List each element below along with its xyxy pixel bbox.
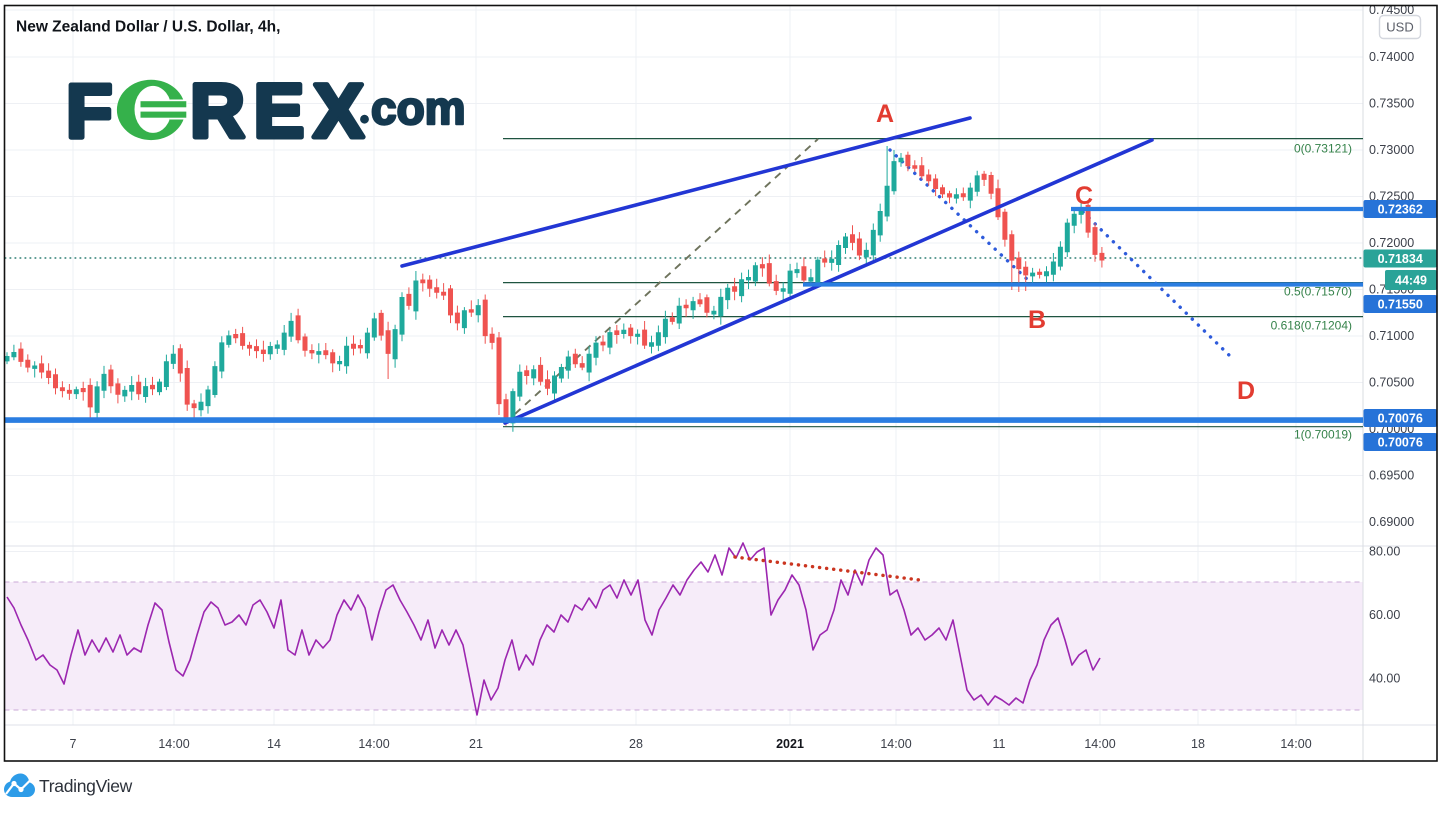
svg-text:1(0.70019): 1(0.70019)	[1294, 428, 1352, 442]
svg-text:40.00: 40.00	[1369, 672, 1400, 686]
svg-text:0.69000: 0.69000	[1369, 515, 1414, 529]
svg-text:D: D	[1237, 377, 1255, 405]
svg-text:14:00: 14:00	[1280, 737, 1311, 751]
svg-text:60.00: 60.00	[1369, 608, 1400, 622]
svg-text:0.72362: 0.72362	[1378, 202, 1423, 216]
svg-text:14: 14	[267, 737, 281, 751]
svg-text:0(0.73121): 0(0.73121)	[1294, 142, 1352, 156]
svg-text:B: B	[1028, 306, 1046, 334]
svg-text:0.5(0.71570): 0.5(0.71570)	[1284, 285, 1352, 299]
svg-text:0.618(0.71204): 0.618(0.71204)	[1271, 319, 1352, 333]
svg-text:80.00: 80.00	[1369, 545, 1400, 559]
svg-text:C: C	[1075, 182, 1093, 210]
svg-text:0.74500: 0.74500	[1369, 3, 1414, 17]
svg-text:14:00: 14:00	[158, 737, 189, 751]
svg-text:USD: USD	[1386, 20, 1413, 35]
svg-text:0.71834: 0.71834	[1378, 252, 1423, 266]
svg-text:14:00: 14:00	[880, 737, 911, 751]
svg-text:0.73500: 0.73500	[1369, 97, 1414, 111]
svg-text:TradingView: TradingView	[39, 776, 133, 796]
svg-text:44:49: 44:49	[1395, 273, 1427, 287]
svg-text:0.69500: 0.69500	[1369, 469, 1414, 483]
svg-text:New Zealand Dollar / U.S. Doll: New Zealand Dollar / U.S. Dollar, 4h,	[16, 19, 280, 36]
svg-text:0.70076: 0.70076	[1378, 411, 1423, 425]
svg-text:A: A	[876, 100, 894, 128]
svg-text:18: 18	[1191, 737, 1205, 751]
svg-text:F: F	[66, 69, 112, 154]
svg-text:21: 21	[469, 737, 483, 751]
svg-text:com: com	[371, 82, 466, 134]
svg-text:2021: 2021	[776, 737, 804, 751]
svg-text:0.71000: 0.71000	[1369, 329, 1414, 343]
svg-text:7: 7	[70, 737, 77, 751]
svg-text:0.72000: 0.72000	[1369, 236, 1414, 250]
svg-text:11: 11	[993, 737, 1006, 751]
svg-text:28: 28	[629, 737, 643, 751]
svg-text:14:00: 14:00	[1084, 737, 1115, 751]
svg-text:0.70500: 0.70500	[1369, 376, 1414, 390]
svg-text:REX: REX	[190, 69, 373, 154]
svg-text:0.73000: 0.73000	[1369, 143, 1414, 157]
svg-text:0.71550: 0.71550	[1378, 297, 1423, 311]
svg-text:14:00: 14:00	[358, 737, 389, 751]
svg-text:0.74000: 0.74000	[1369, 50, 1414, 64]
svg-text:0.70076: 0.70076	[1378, 435, 1423, 449]
